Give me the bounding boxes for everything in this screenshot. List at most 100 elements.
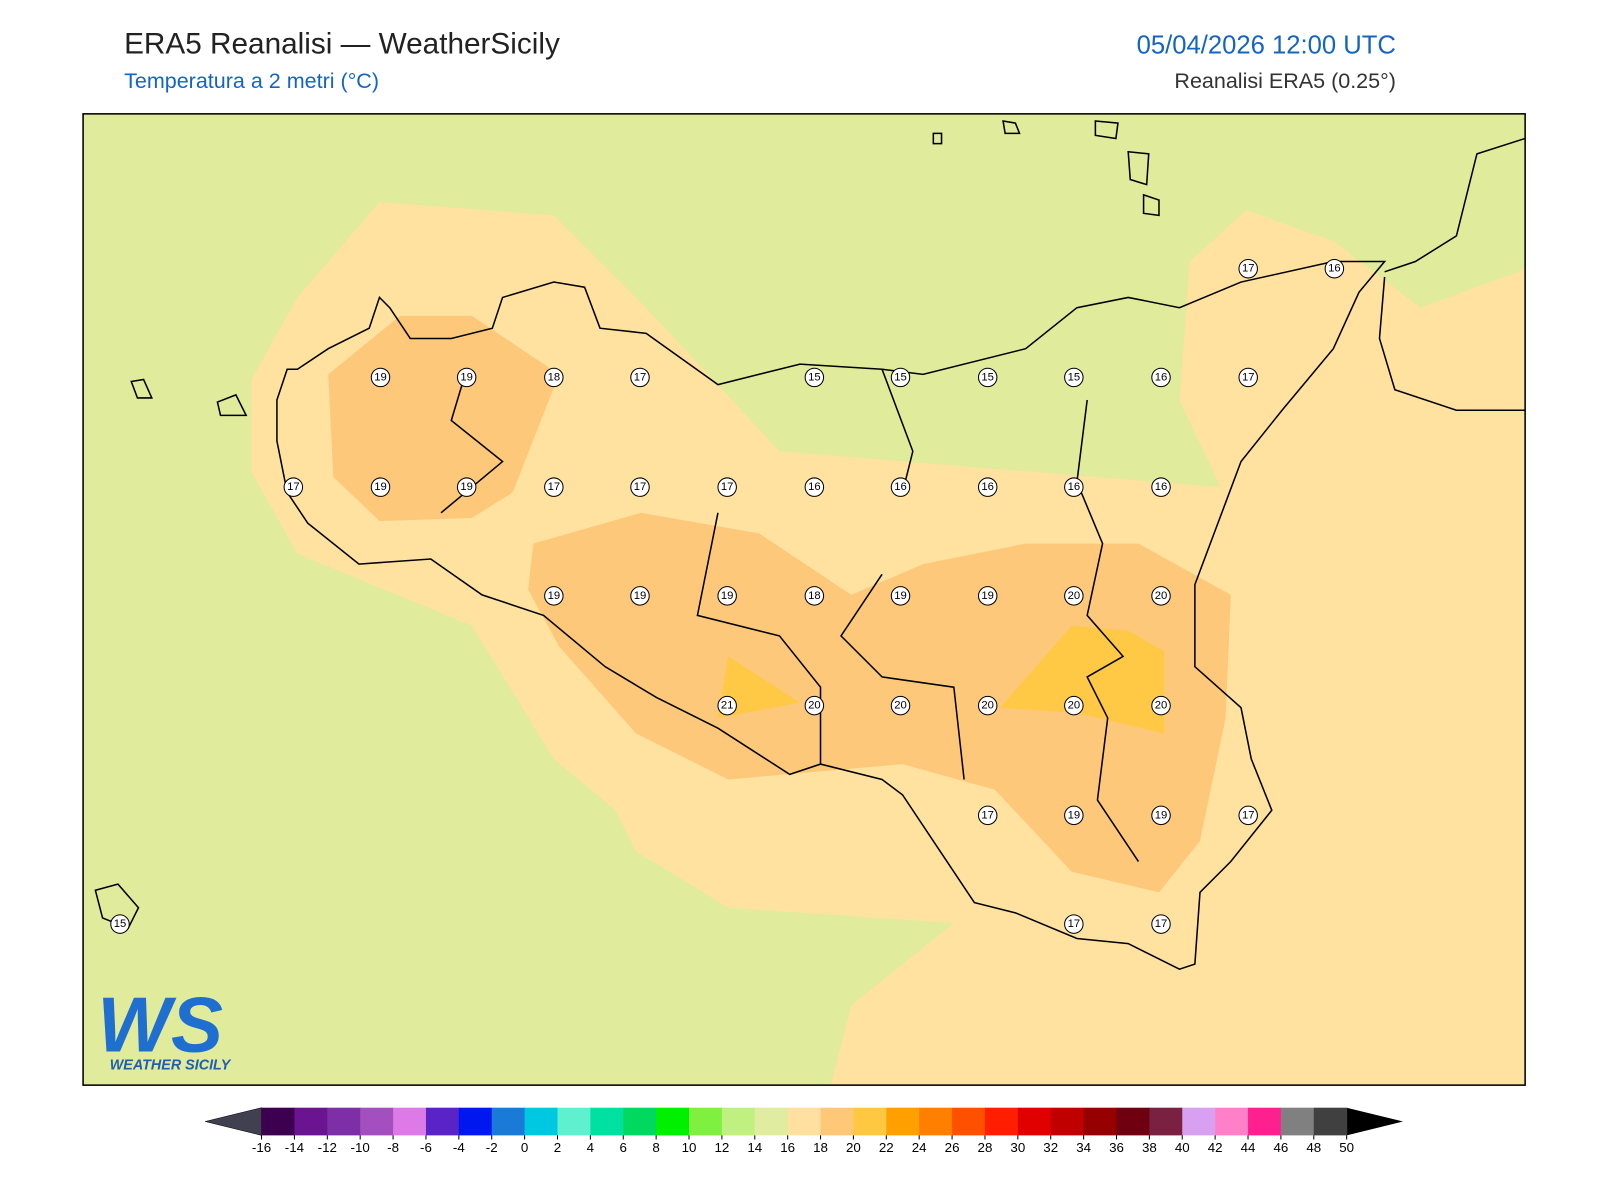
station-value: 17	[721, 481, 734, 493]
station: 17	[717, 477, 737, 497]
colorbar-tick-label: 6	[620, 1140, 627, 1155]
colorbar-tick-label: -2	[486, 1140, 498, 1155]
station-value: 19	[894, 590, 907, 602]
datetime: 05/04/2026 12:00 UTC	[1137, 31, 1396, 59]
station-value: 18	[548, 371, 561, 383]
station: 18	[804, 586, 825, 606]
station-marker	[456, 367, 477, 388]
colorbar-tick-label: 30	[1010, 1140, 1025, 1155]
station: 16	[804, 477, 825, 497]
colorbar-box	[689, 1107, 723, 1136]
station-marker	[544, 367, 564, 388]
colorbar-tick-label: 46	[1273, 1140, 1288, 1155]
station-value: 15	[981, 371, 994, 383]
station: 20	[1064, 586, 1084, 606]
station-value: 20	[1155, 590, 1168, 602]
station: 17	[1151, 914, 1171, 934]
station-value: 17	[1242, 263, 1255, 275]
station: 19	[370, 477, 391, 497]
colorbar-box	[557, 1107, 591, 1136]
colorbar-box	[360, 1107, 394, 1136]
colorbar-box	[787, 1107, 822, 1136]
colorbar-box	[820, 1107, 854, 1136]
station-marker	[717, 695, 737, 716]
station-value: 20	[808, 700, 821, 712]
colorbar-over	[1346, 1107, 1404, 1136]
colorbar-tick-label: -14	[285, 1140, 305, 1155]
station: 21	[717, 695, 737, 716]
station-marker	[804, 477, 825, 497]
map: 17 16 19 19 18 17 15 15 15 15 16 17 17 19 19 17 17 17 16 16…	[82, 113, 1526, 1086]
station-marker	[717, 477, 737, 497]
subtitle: Temperatura a 2 metri (°C)	[124, 69, 379, 93]
station-marker	[630, 367, 650, 388]
station-value: 20	[981, 700, 994, 712]
colorbar-tick-label: 50	[1339, 1140, 1354, 1155]
station-value: 16	[1328, 263, 1341, 275]
colorbar-tick-label: 20	[846, 1140, 861, 1155]
station-marker	[1151, 367, 1171, 388]
colorbar-tick-label: 18	[813, 1140, 828, 1155]
colorbar-tick-label: -6	[420, 1140, 432, 1155]
colorbar-tick-label: 34	[1076, 1140, 1091, 1155]
station: 19	[456, 477, 477, 497]
station-value: 16	[808, 481, 821, 493]
station-value: 16	[1155, 371, 1168, 383]
station: 16	[1151, 477, 1171, 497]
colorbar-tick-label: -12	[318, 1140, 337, 1155]
station-marker	[977, 477, 998, 497]
station: 20	[977, 695, 998, 716]
station-marker	[1064, 477, 1084, 497]
station-marker	[890, 477, 911, 497]
station-marker	[977, 805, 998, 826]
colorbar-tick-label: 10	[682, 1140, 697, 1155]
colorbar-box	[1280, 1107, 1315, 1136]
station: 19	[977, 586, 998, 606]
colorbar-box	[294, 1107, 328, 1136]
station-value: 17	[1068, 918, 1081, 930]
colorbar-tick-label: 40	[1175, 1140, 1190, 1155]
title: ERA5 Reanalisi — WeatherSicily	[124, 27, 560, 60]
colorbar-box	[721, 1107, 756, 1136]
station-marker	[804, 695, 825, 716]
colorbar-box	[1248, 1107, 1282, 1136]
station: 15	[890, 367, 911, 388]
station-marker	[977, 586, 998, 606]
station-marker	[1064, 367, 1084, 388]
station: 15	[110, 914, 130, 934]
station-value: 20	[894, 700, 907, 712]
station: 17	[630, 477, 650, 497]
colorbar-tick-label: 2	[554, 1140, 561, 1155]
colorbar-box	[491, 1107, 526, 1136]
station-marker	[370, 477, 391, 497]
colorbar-tick-label: 24	[912, 1140, 927, 1155]
station-marker	[977, 367, 998, 388]
station-value: 16	[894, 481, 907, 493]
colorbar-box	[853, 1107, 887, 1136]
colorbar-box	[524, 1107, 558, 1136]
station-value: 17	[634, 481, 647, 493]
station-value: 15	[808, 371, 821, 383]
coastline	[276, 260, 1387, 971]
colorbar-box	[754, 1107, 789, 1136]
colorbar-box	[656, 1107, 690, 1136]
station-value: 17	[1155, 918, 1168, 930]
station-marker	[630, 477, 650, 497]
station-marker	[890, 695, 911, 716]
station-value: 19	[721, 590, 734, 602]
station-value: 20	[1068, 590, 1081, 602]
station-marker	[717, 586, 737, 606]
station-value: 21	[721, 700, 734, 712]
station: 17	[1064, 914, 1084, 934]
station: 19	[890, 586, 911, 606]
station-marker	[804, 367, 825, 388]
station: 18	[544, 367, 564, 388]
station-marker	[1064, 586, 1084, 606]
station: 15	[977, 367, 998, 388]
station-value: 19	[981, 590, 994, 602]
station-marker	[110, 914, 130, 934]
colorbar-box	[984, 1107, 1019, 1136]
colorbar-tick-label: -4	[453, 1140, 465, 1155]
station: 15	[1064, 367, 1084, 388]
station: 20	[804, 695, 825, 716]
